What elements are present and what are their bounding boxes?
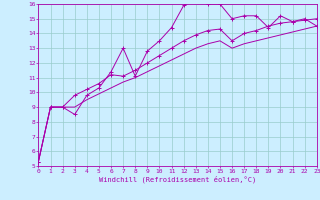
X-axis label: Windchill (Refroidissement éolien,°C): Windchill (Refroidissement éolien,°C): [99, 175, 256, 183]
